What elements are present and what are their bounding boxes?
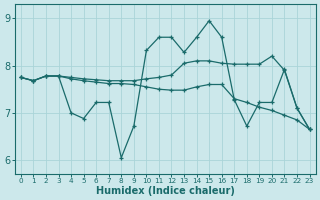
X-axis label: Humidex (Indice chaleur): Humidex (Indice chaleur) xyxy=(96,186,235,196)
